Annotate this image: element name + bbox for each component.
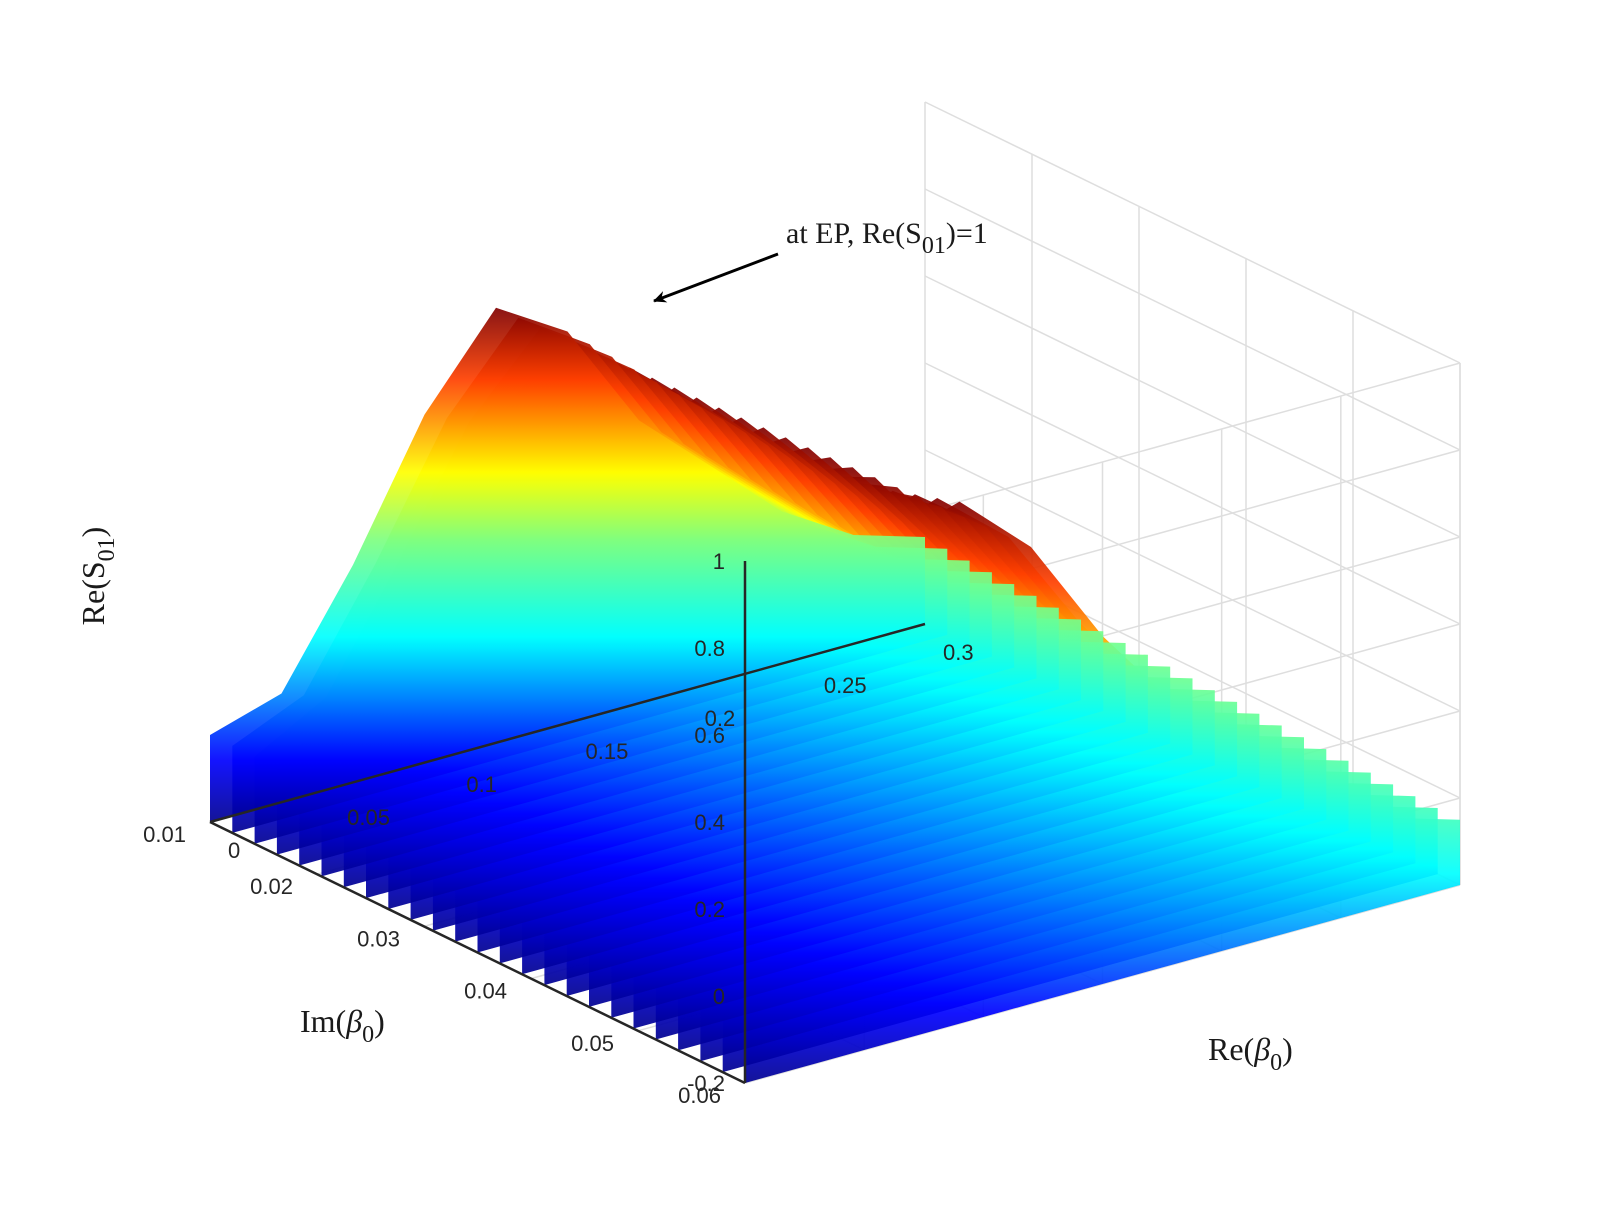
y-tick-label: 0.06 [678,1083,721,1108]
y-tick-label: 0.02 [250,874,293,899]
x-tick-label: 0.2 [705,706,736,731]
surface-band [210,307,925,822]
x-axis-label: Re(β0) [1208,1031,1293,1076]
x-tick-label: 0 [228,838,240,863]
z-tick-label: 0.4 [694,810,725,835]
grid-line [924,275,1461,538]
z-tick-label: 0.2 [694,897,725,922]
y-tick-label: 0.01 [143,822,186,847]
y-axis-label: Im(β0) [300,1003,385,1048]
grid-line [924,362,1461,625]
z-tick-label: 1 [713,549,725,574]
x-tick-label: 0.05 [347,805,390,830]
y-tick-label: 0.04 [464,979,507,1004]
annotation-text: at EP, Re(S01)=1 [786,217,988,259]
x-axis-line [209,622,926,824]
z-tick-label: 0 [713,984,725,1009]
z-tick-label: -0.2 [687,1071,725,1096]
grid-line [924,188,1461,451]
y-tick-label: 0.03 [357,926,400,951]
x-tick-label: 0.1 [466,772,497,797]
z-tick-label: 0.6 [694,723,725,748]
y-axis-line [209,820,746,1085]
tick-labels: 0 0.05 0.1 0.15 0.2 0.25 0.3 0.01 0.02 0.03 0.04 0.… [143,549,973,1108]
x-tick-label: 0.3 [943,640,974,665]
grid-line [924,101,1461,364]
x-tick-label: 0.25 [824,673,867,698]
axes-lines [209,561,926,1085]
z-tick-label: 0.8 [694,636,725,661]
x-tick-label: 0.15 [586,739,629,764]
annotation-arrow [653,252,779,303]
z-axis-label: Re(S01) [75,527,120,626]
y-tick-label: 0.05 [571,1031,614,1056]
grid-line [924,449,1461,712]
